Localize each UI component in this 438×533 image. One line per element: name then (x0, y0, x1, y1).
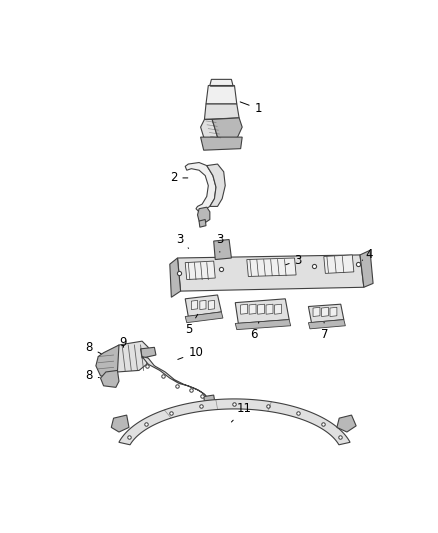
Polygon shape (119, 399, 350, 445)
Polygon shape (201, 137, 242, 150)
Polygon shape (205, 104, 239, 119)
Polygon shape (185, 163, 216, 212)
Polygon shape (249, 304, 256, 314)
Text: 8: 8 (85, 341, 101, 354)
Polygon shape (204, 395, 215, 406)
Text: 1: 1 (240, 102, 262, 115)
Polygon shape (360, 251, 373, 287)
Polygon shape (96, 345, 119, 378)
Polygon shape (240, 304, 247, 314)
Polygon shape (185, 261, 215, 280)
Polygon shape (200, 301, 206, 310)
Polygon shape (198, 207, 210, 223)
Polygon shape (330, 308, 337, 317)
Polygon shape (308, 320, 346, 329)
Polygon shape (207, 164, 225, 206)
Polygon shape (199, 220, 206, 227)
Polygon shape (170, 258, 180, 297)
Polygon shape (337, 415, 356, 432)
Polygon shape (100, 370, 119, 387)
Polygon shape (191, 301, 198, 310)
Polygon shape (247, 258, 296, 277)
Polygon shape (111, 341, 148, 372)
Text: 9: 9 (119, 336, 127, 349)
Polygon shape (235, 320, 291, 329)
Text: 10: 10 (178, 346, 203, 359)
Polygon shape (266, 304, 273, 314)
Polygon shape (321, 308, 328, 317)
Polygon shape (235, 299, 289, 324)
Polygon shape (206, 85, 237, 104)
Polygon shape (212, 118, 242, 141)
Text: 4: 4 (362, 248, 373, 261)
Polygon shape (111, 415, 129, 432)
Polygon shape (201, 119, 218, 141)
Text: 7: 7 (321, 322, 329, 342)
Text: 6: 6 (250, 322, 259, 342)
Polygon shape (308, 304, 344, 322)
Polygon shape (313, 308, 320, 317)
Text: 3: 3 (176, 233, 189, 248)
Polygon shape (177, 255, 364, 291)
Polygon shape (208, 301, 215, 310)
Polygon shape (185, 312, 223, 322)
Polygon shape (275, 304, 282, 314)
Text: 5: 5 (185, 314, 198, 336)
Polygon shape (210, 79, 233, 85)
Polygon shape (185, 295, 221, 317)
Polygon shape (142, 357, 208, 399)
Text: 3: 3 (216, 233, 223, 252)
Polygon shape (214, 239, 231, 260)
Polygon shape (258, 304, 265, 314)
Polygon shape (324, 255, 354, 273)
Text: 2: 2 (170, 172, 188, 184)
Polygon shape (141, 348, 156, 358)
Text: 11: 11 (231, 402, 252, 422)
Text: 3: 3 (286, 254, 302, 267)
Text: 8: 8 (85, 369, 99, 382)
